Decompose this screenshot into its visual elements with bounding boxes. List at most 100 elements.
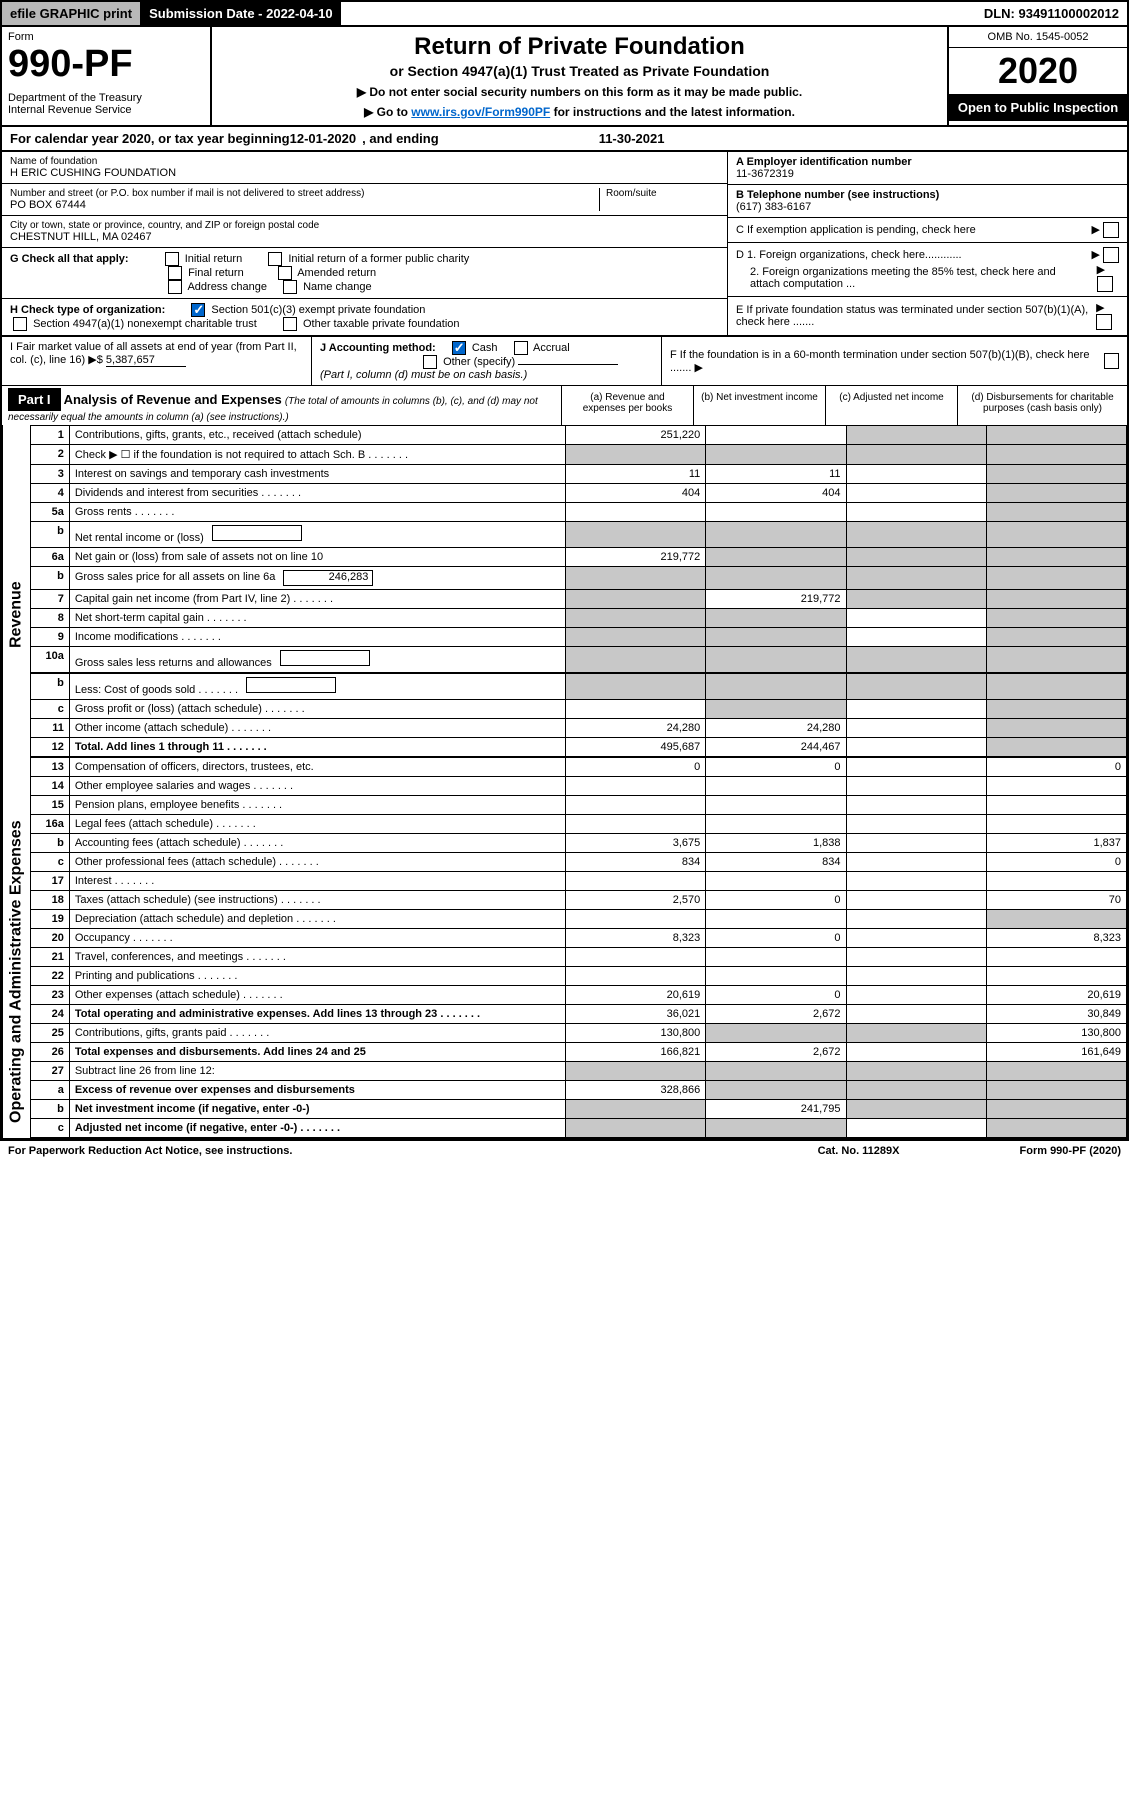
row-description: Depreciation (attach schedule) and deple… [69,910,565,929]
table-row: 18Taxes (attach schedule) (see instructi… [31,891,1127,910]
col-a-value [566,445,706,465]
col-b-value: 2,672 [706,1043,846,1062]
col-c-value [846,673,986,700]
exemption-checkbox[interactable] [1103,222,1119,238]
footer-cat: Cat. No. 11289X [818,1145,900,1157]
501c3-checkbox[interactable] [191,303,205,317]
table-row: 26Total expenses and disbursements. Add … [31,1043,1127,1062]
col-a-value [566,796,706,815]
row-number: 17 [31,872,70,891]
row-description: Gross profit or (loss) (attach schedule)… [69,700,565,719]
page-footer: For Paperwork Reduction Act Notice, see … [0,1140,1129,1161]
section-j: J Accounting method: Cash Accrual Other … [312,337,662,385]
section-i: I Fair market value of all assets at end… [2,337,312,385]
row-number: 9 [31,628,70,647]
phone-cell: B Telephone number (see instructions) (6… [728,185,1127,218]
col-b-value [706,673,846,700]
efile-print-button[interactable]: efile GRAPHIC print [2,2,141,25]
col-c-value [846,426,986,445]
col-c-value [846,1100,986,1119]
col-c-value [846,503,986,522]
col-a-value: 404 [566,484,706,503]
col-a-value: 20,619 [566,986,706,1005]
table-row: 19Depreciation (attach schedule) and dep… [31,910,1127,929]
col-d-header: (d) Disbursements for charitable purpose… [958,386,1127,425]
col-b-value [706,445,846,465]
amended-return-checkbox[interactable] [278,266,292,280]
row-number: 14 [31,777,70,796]
year-block: OMB No. 1545-0052 2020 Open to Public In… [947,27,1127,125]
col-c-value [846,548,986,567]
top-bar: efile GRAPHIC print Submission Date - 20… [0,0,1129,27]
final-return-checkbox[interactable] [168,266,182,280]
col-a-value [566,522,706,548]
row-description: Dividends and interest from securities .… [69,484,565,503]
row-number: b [31,673,70,700]
col-a-value: 166,821 [566,1043,706,1062]
e-checkbox[interactable] [1096,314,1112,330]
name-change-checkbox[interactable] [283,280,297,294]
f-checkbox[interactable] [1104,353,1119,369]
row-number: 16a [31,815,70,834]
col-b-value: 404 [706,484,846,503]
address-change-checkbox[interactable] [168,280,182,294]
section-f: F If the foundation is in a 60-month ter… [662,337,1127,385]
col-a-value: 11 [566,465,706,484]
calendar-year-row: For calendar year 2020, or tax year begi… [0,127,1129,152]
row-description: Taxes (attach schedule) (see instruction… [69,891,565,910]
col-c-value [846,484,986,503]
footer-form: Form 990-PF (2020) [1020,1145,1122,1157]
form-number-block: Form 990-PF Department of the Treasury I… [2,27,212,125]
col-b-value [706,700,846,719]
col-d-value [986,948,1126,967]
section-h: H Check type of organization: Section 50… [2,299,727,335]
row-description: Interest on savings and temporary cash i… [69,465,565,484]
part1-header: Part I Analysis of Revenue and Expenses … [2,386,562,425]
row-description: Capital gain net income (from Part IV, l… [69,590,565,609]
col-d-value [986,628,1126,647]
col-b-value: 0 [706,891,846,910]
row-description: Total. Add lines 1 through 11 . . . . . … [69,738,565,758]
row-number: 20 [31,929,70,948]
row-description: Accounting fees (attach schedule) . . . … [69,834,565,853]
row-number: 4 [31,484,70,503]
form-title-block: Return of Private Foundation or Section … [212,27,947,125]
row-description: Check ▶ ☐ if the foundation is not requi… [69,445,565,465]
table-row: 7Capital gain net income (from Part IV, … [31,590,1127,609]
col-b-value [706,1081,846,1100]
col-c-value [846,628,986,647]
col-d-value [986,796,1126,815]
col-d-value [986,1081,1126,1100]
col-b-value: 0 [706,986,846,1005]
table-row: cGross profit or (loss) (attach schedule… [31,700,1127,719]
row-description: Legal fees (attach schedule) . . . . . .… [69,815,565,834]
col-b-value [706,796,846,815]
initial-return-former-checkbox[interactable] [268,252,282,266]
d1-checkbox[interactable] [1103,247,1119,263]
col-b-value: 1,838 [706,834,846,853]
other-taxable-checkbox[interactable] [283,317,297,331]
col-c-value [846,647,986,674]
initial-return-checkbox[interactable] [165,252,179,266]
col-b-value [706,777,846,796]
col-d-value: 161,649 [986,1043,1126,1062]
irs-link[interactable]: www.irs.gov/Form990PF [411,105,550,119]
row-description: Contributions, gifts, grants paid . . . … [69,1024,565,1043]
table-row: 17Interest . . . . . . . [31,872,1127,891]
col-d-value: 20,619 [986,986,1126,1005]
col-b-value [706,548,846,567]
row-description: Gross sales less returns and allowances [69,647,565,674]
d2-checkbox[interactable] [1097,276,1113,292]
accrual-checkbox[interactable] [514,341,528,355]
row-number: 12 [31,738,70,758]
section-d: D 1. Foreign organizations, check here..… [728,243,1127,297]
col-a-value [566,609,706,628]
4947-checkbox[interactable] [13,317,27,331]
row-description: Net short-term capital gain . . . . . . … [69,609,565,628]
table-row: 2Check ▶ ☐ if the foundation is not requ… [31,445,1127,465]
row-number: 6a [31,548,70,567]
col-c-value [846,872,986,891]
row-number: 7 [31,590,70,609]
cash-checkbox[interactable] [452,341,466,355]
other-method-checkbox[interactable] [423,355,437,369]
